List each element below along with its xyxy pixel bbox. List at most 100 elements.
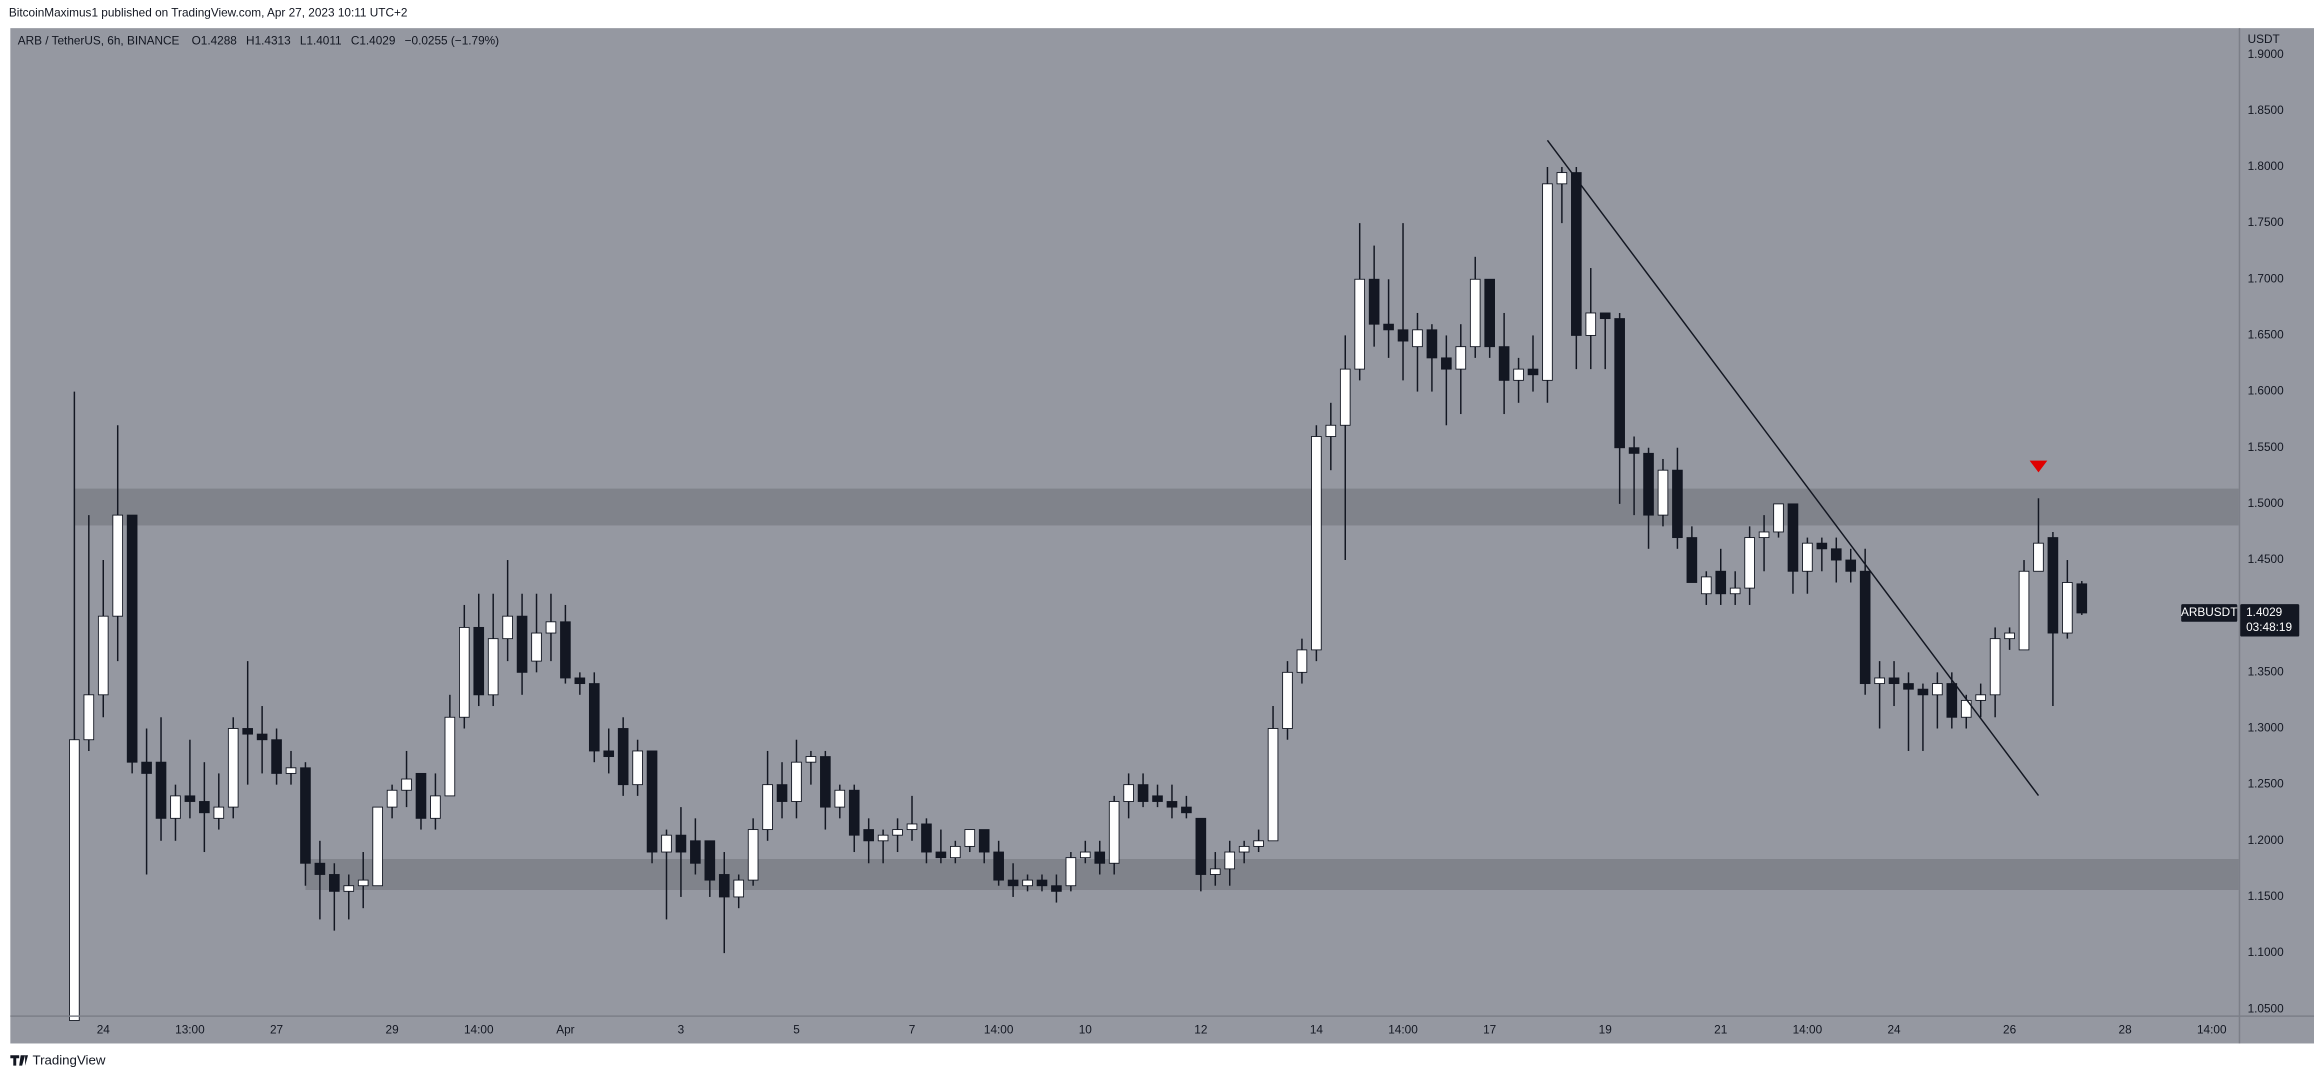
candle-body: [1585, 312, 1597, 336]
candle-body: [1311, 436, 1322, 651]
candle-body: [386, 789, 398, 808]
x-tick-label: 14: [1310, 1022, 1324, 1036]
candle-body: [112, 514, 124, 617]
candle-body: [1787, 503, 1799, 572]
candle-body: [1672, 469, 1683, 539]
brand-logo: [10, 1055, 29, 1066]
candle-body: [1758, 531, 1770, 539]
y-tick-label: 1.7000: [2248, 271, 2285, 285]
candle-body: [632, 750, 643, 786]
candle-body: [1643, 452, 1654, 516]
x-tick-label: 3: [678, 1022, 685, 1036]
candle-body: [545, 621, 557, 634]
candle-body: [1715, 570, 1727, 595]
zone: [305, 858, 2239, 890]
candle-body: [733, 879, 745, 898]
x-tick-label: 14:00: [1793, 1022, 1823, 1036]
candle-body: [473, 626, 485, 696]
candle-body: [372, 806, 383, 887]
candle-body: [1022, 879, 1033, 887]
candle-body: [588, 683, 600, 752]
change: −0.0255 (−1.79%): [405, 34, 500, 48]
candle-body: [1412, 329, 1423, 348]
candle-body: [516, 615, 528, 673]
candle-body: [415, 772, 427, 819]
candle-body: [300, 767, 311, 864]
x-tick-label: Apr: [556, 1022, 574, 1036]
x-tick-label: 24: [1887, 1022, 1901, 1036]
plot: [69, 139, 2239, 1021]
candle-body: [1744, 537, 1755, 589]
candle-body: [1383, 323, 1394, 331]
candle-body: [776, 784, 788, 802]
ohlc-value: 1.4011: [306, 34, 341, 48]
candle-body: [69, 739, 80, 1021]
x-tick-label: 24: [97, 1022, 111, 1036]
y-axis-label: USDT: [2248, 32, 2280, 46]
candle-body: [1802, 542, 1813, 572]
price-tag-countdown: 03:48:19: [2246, 620, 2292, 634]
candle-body: [820, 756, 831, 808]
y-tick-label: 1.8000: [2248, 159, 2285, 173]
candle-body: [1903, 683, 1914, 690]
symbol-tag-text: ARBUSDT: [2181, 605, 2237, 619]
candle-body: [877, 834, 889, 842]
candle-body: [2062, 582, 2073, 634]
candle-body: [560, 621, 571, 679]
symbol-tag: [2181, 604, 2238, 622]
candle-body: [1571, 172, 1582, 336]
candle-body: [1426, 329, 1438, 359]
candle-body: [170, 795, 181, 819]
candle-body: [935, 851, 947, 859]
candle-body: [921, 823, 932, 853]
ohlc-key: L: [300, 34, 307, 48]
candle-body: [314, 862, 326, 875]
candle-body: [1657, 469, 1669, 516]
y-tick-label: 1.2500: [2248, 777, 2285, 791]
candle-body: [126, 514, 138, 763]
candle-body: [1079, 851, 1091, 859]
candle-body: [227, 728, 239, 808]
candle-body: [1989, 638, 2001, 696]
candle-body: [1859, 570, 1871, 685]
x-tick-label: 13:00: [175, 1022, 205, 1036]
candle-body: [531, 632, 542, 662]
candle-body: [242, 728, 253, 735]
candle-body: [1339, 368, 1351, 426]
candle-body: [1181, 806, 1192, 814]
x-tick-label: 14:00: [984, 1022, 1014, 1036]
candle-body: [762, 784, 773, 831]
y-tick-label: 1.2000: [2248, 833, 2285, 847]
candle-body: [502, 615, 513, 640]
y-tick-label: 1.5000: [2248, 496, 2285, 510]
candle-body: [1036, 879, 1048, 887]
candle-body: [1195, 817, 1207, 875]
candle-body: [1238, 845, 1250, 853]
candle-body: [97, 615, 109, 696]
candle-body: [458, 626, 470, 718]
candle-body: [2004, 632, 2015, 640]
x-tick-label: 26: [2003, 1022, 2017, 1036]
candle-body: [1325, 424, 1337, 437]
candle-body: [978, 829, 990, 853]
candle-body: [1455, 346, 1467, 370]
candle-body: [1527, 368, 1539, 376]
candle-body: [213, 806, 225, 819]
ohlc-value: 1.4313: [255, 34, 292, 48]
ohlc-key: C: [351, 34, 360, 48]
candle-body: [1051, 885, 1062, 892]
candle-body: [141, 761, 152, 774]
candle-body: [718, 874, 730, 898]
ohlc-value: 1.4288: [201, 34, 238, 48]
price-tag-value: 1.4029: [2246, 605, 2282, 619]
candle-body: [1946, 683, 1958, 718]
y-tick-label: 1.4500: [2248, 552, 2285, 566]
candle-body: [1267, 728, 1279, 842]
candle-body: [1368, 278, 1380, 325]
y-tick-label: 1.1500: [2248, 889, 2285, 903]
candle-body: [430, 795, 441, 819]
candle-body: [2018, 570, 2030, 651]
x-tick-label: 10: [1079, 1022, 1093, 1036]
candle-body: [1253, 840, 1264, 847]
candle-body: [1917, 688, 1929, 696]
